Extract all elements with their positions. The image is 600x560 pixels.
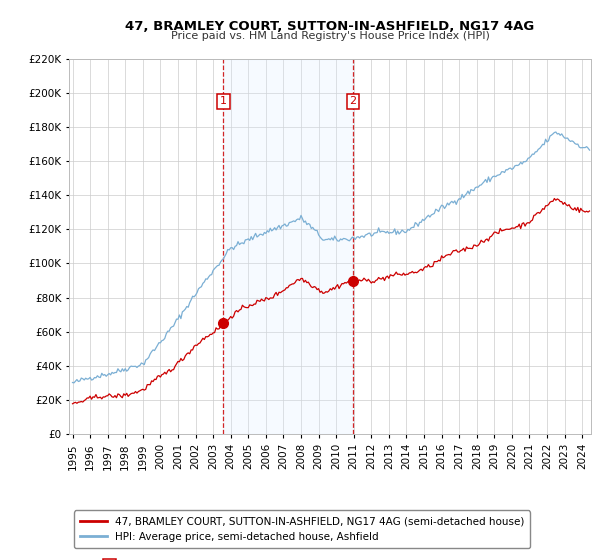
Text: Price paid vs. HM Land Registry's House Price Index (HPI): Price paid vs. HM Land Registry's House …: [170, 31, 490, 41]
Text: 47, BRAMLEY COURT, SUTTON-IN-ASHFIELD, NG17 4AG: 47, BRAMLEY COURT, SUTTON-IN-ASHFIELD, N…: [125, 20, 535, 32]
Text: 2: 2: [349, 96, 356, 106]
Text: 1: 1: [220, 96, 227, 106]
Legend: 47, BRAMLEY COURT, SUTTON-IN-ASHFIELD, NG17 4AG (semi-detached house), HPI: Aver: 47, BRAMLEY COURT, SUTTON-IN-ASHFIELD, N…: [74, 511, 530, 548]
Bar: [223, 59, 353, 434]
